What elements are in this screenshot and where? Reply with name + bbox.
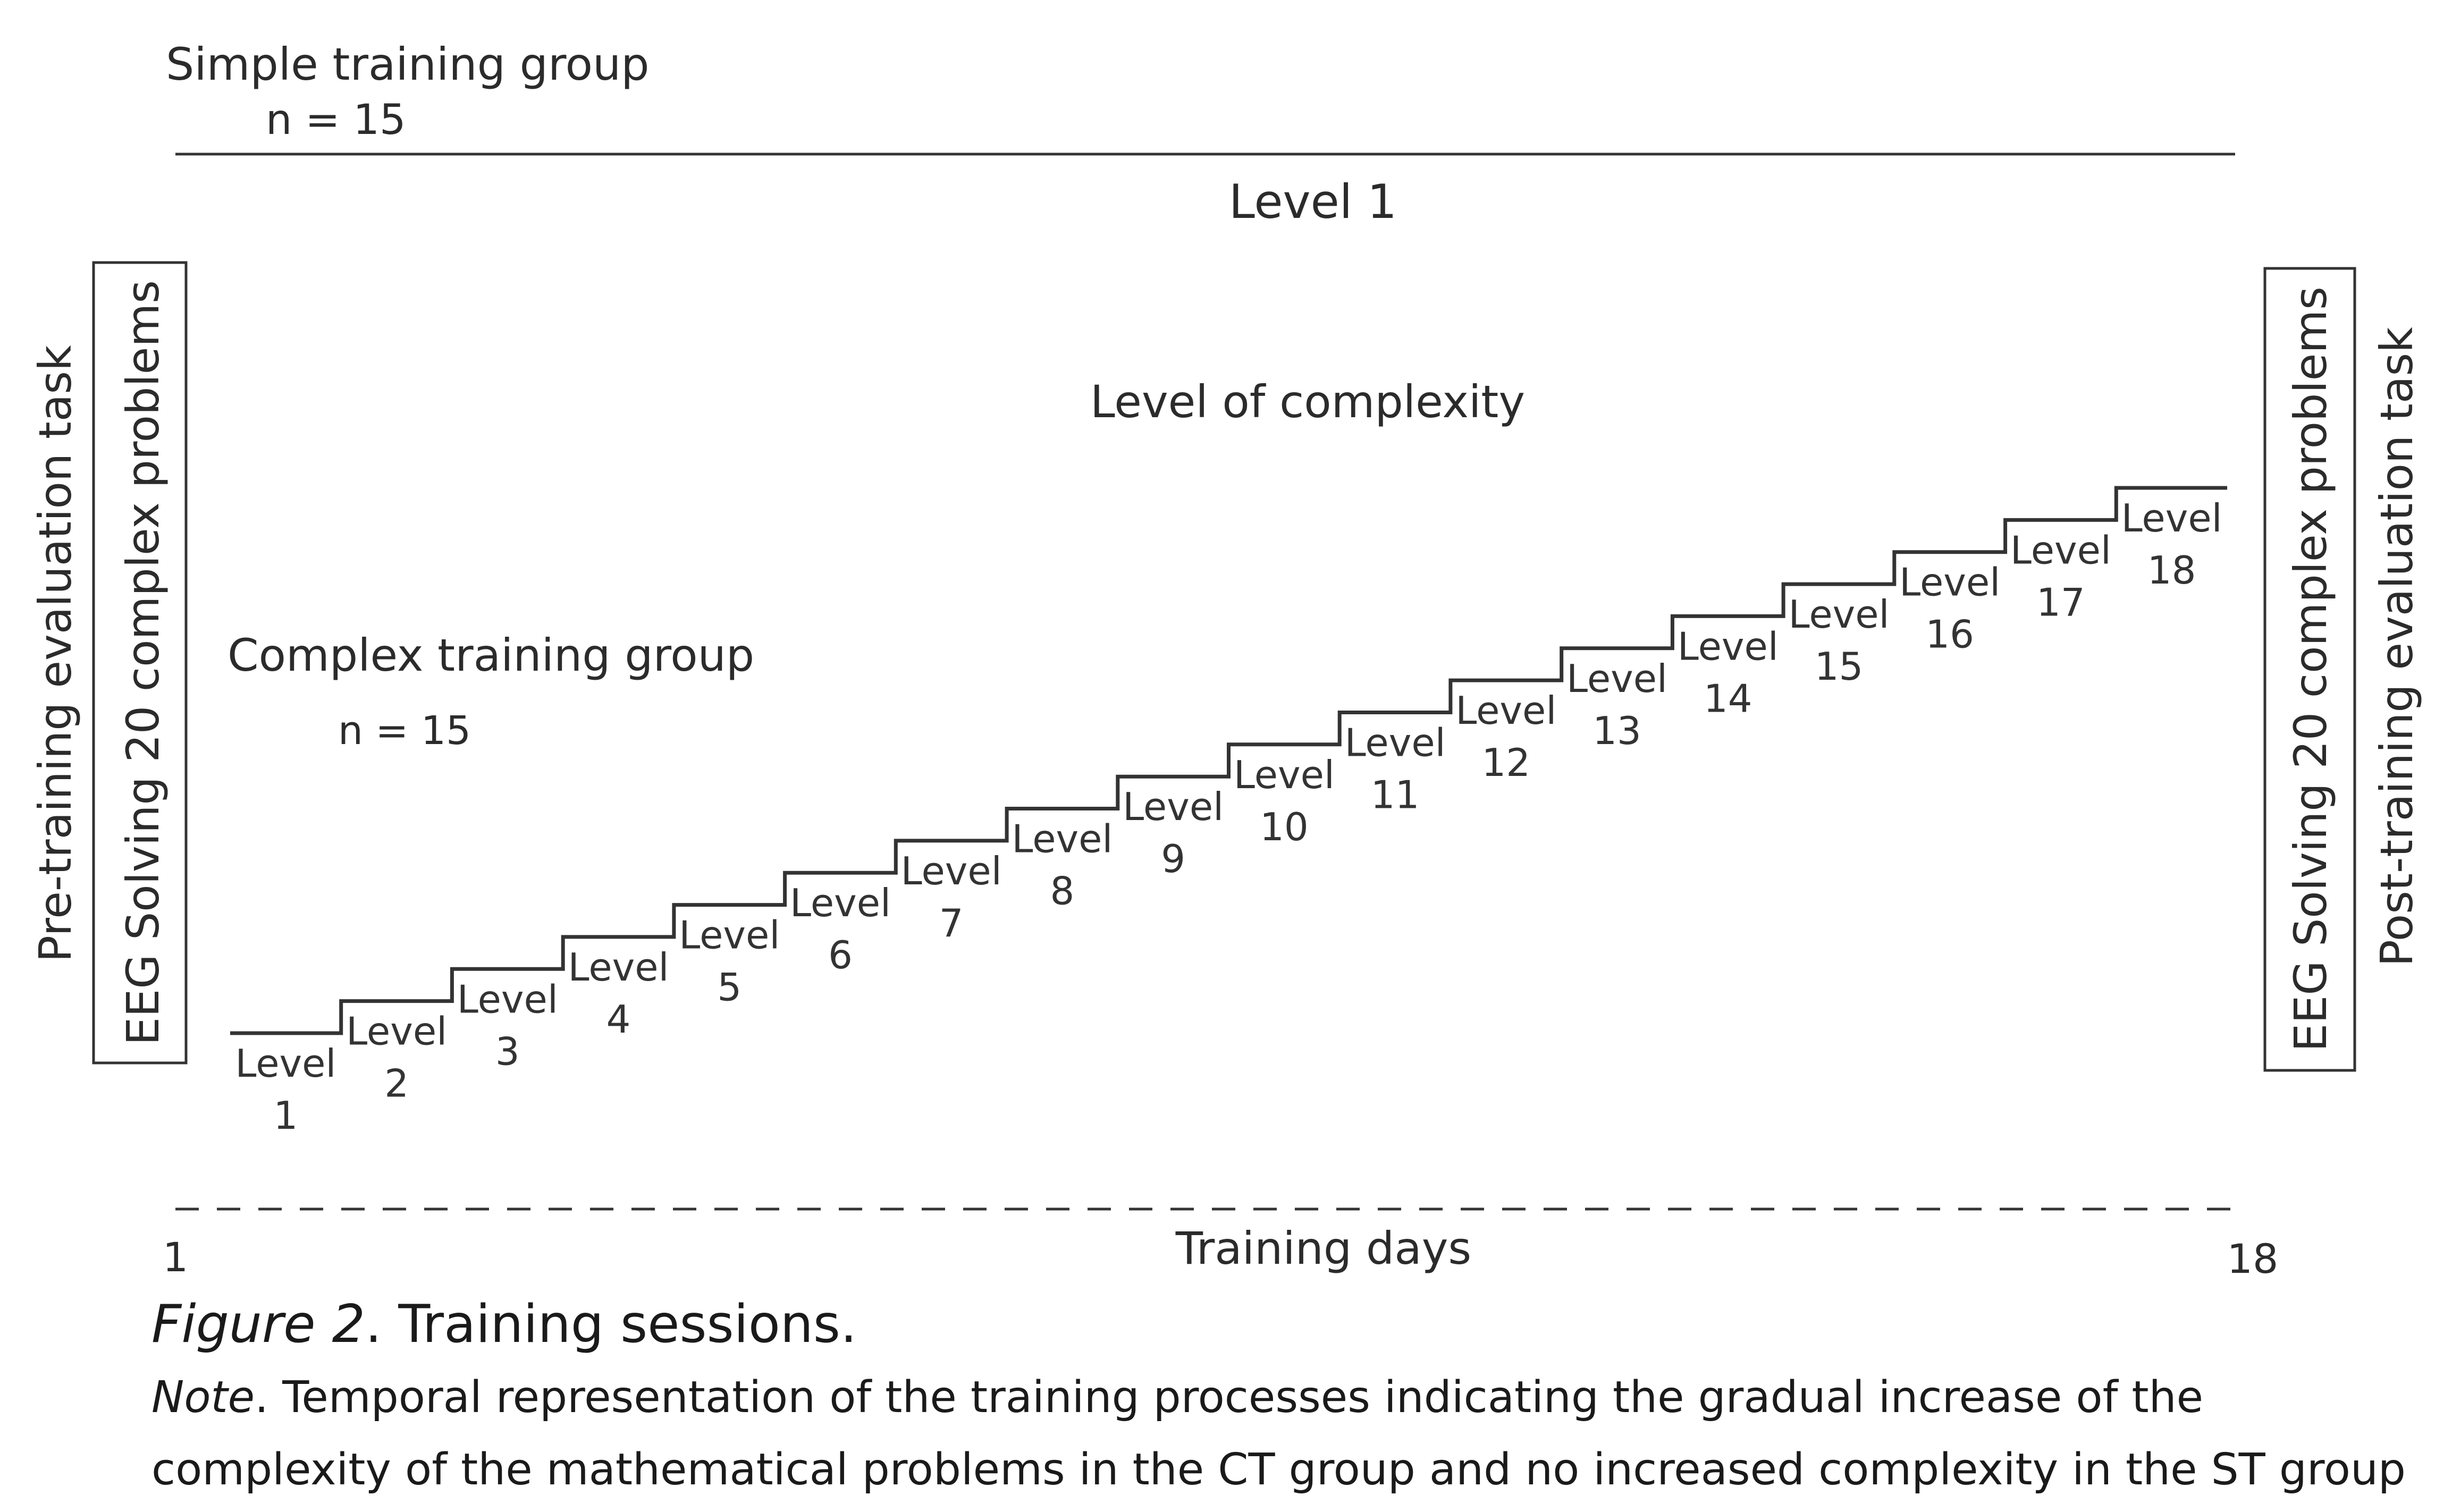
- level-number: 9: [1161, 837, 1185, 881]
- level-number: 7: [939, 901, 964, 945]
- level-label: Level 18: [2121, 496, 2222, 593]
- level-number: 11: [1371, 773, 1420, 817]
- pre-task-box: [92, 261, 188, 1065]
- timeline-end: 18: [2227, 1235, 2279, 1282]
- note-text-1: . Temporal representation of the trainin…: [255, 1372, 2204, 1423]
- level-label: Level 2: [346, 1009, 447, 1106]
- level-label: Level 12: [1455, 688, 1556, 785]
- level-label: Level 9: [1123, 784, 1224, 881]
- level-number: 13: [1592, 708, 1641, 753]
- figure-title: . Training sessions.: [365, 1294, 857, 1355]
- note-line-2: complexity of the mathematical problems …: [151, 1445, 2406, 1495]
- figure-label: Figure 2: [151, 1294, 366, 1355]
- simple-group-level: Level 1: [1229, 174, 1397, 229]
- level-word: Level: [346, 1009, 447, 1054]
- level-word: Level: [679, 913, 780, 958]
- level-word: Level: [235, 1041, 336, 1086]
- level-number: 14: [1704, 676, 1752, 721]
- level-word: Level: [2121, 496, 2222, 540]
- level-word: Level: [1012, 817, 1113, 861]
- level-number: 18: [2147, 548, 2196, 593]
- level-word: Level: [1123, 784, 1224, 829]
- level-word: Level: [1788, 592, 1889, 637]
- level-label: Level 15: [1788, 592, 1889, 689]
- level-number: 1: [273, 1093, 298, 1138]
- level-label: Level 1: [235, 1041, 336, 1138]
- level-number: 2: [384, 1061, 409, 1106]
- level-word: Level: [1566, 656, 1667, 701]
- complex-group-n: n = 15: [338, 708, 471, 754]
- level-label: Level 17: [2010, 528, 2111, 624]
- level-number: 3: [495, 1029, 520, 1074]
- level-label: Level 8: [1012, 817, 1113, 914]
- level-number: 6: [828, 933, 853, 977]
- timeline-label: Training days: [1175, 1222, 1471, 1274]
- post-task-label: Post-training evaluation task: [2371, 327, 2423, 967]
- complexity-staircase: [230, 486, 2227, 1035]
- level-number: 16: [1925, 612, 1974, 657]
- level-label: Level 3: [457, 977, 558, 1074]
- level-label: Level 16: [1899, 560, 2000, 657]
- level-number: 8: [1050, 869, 1074, 914]
- level-word: Level: [1234, 753, 1335, 797]
- level-word: Level: [1345, 721, 1446, 765]
- figure-note: Note. Temporal representation of the tra…: [151, 1362, 2411, 1506]
- level-number: 12: [1481, 740, 1530, 785]
- level-word: Level: [790, 881, 891, 925]
- level-label: Level 5: [679, 913, 780, 1010]
- timeline-start: 1: [163, 1234, 188, 1281]
- level-number: 5: [717, 965, 742, 1010]
- post-task-box-label: EEG Solving 20 complex problems: [2285, 286, 2337, 1052]
- level-number: 10: [1260, 805, 1309, 849]
- complex-group-title: Complex training group: [227, 629, 754, 681]
- complexity-label: Level of complexity: [1090, 376, 1525, 428]
- figure-caption: Figure 2. Training sessions.: [151, 1293, 857, 1356]
- level-word: Level: [1678, 624, 1779, 669]
- level-word: Level: [2010, 528, 2111, 572]
- simple-group-n: n = 15: [266, 96, 406, 144]
- level-word: Level: [1455, 688, 1556, 733]
- level-label: Level 6: [790, 881, 891, 977]
- level-label: Level 13: [1566, 656, 1667, 753]
- level-word: Level: [457, 977, 558, 1021]
- simple-group-title: Simple training group: [166, 38, 650, 90]
- note-label: Note: [151, 1372, 255, 1423]
- level-label: Level 7: [901, 849, 1002, 945]
- pre-task-label: Pre-training evaluation task: [29, 345, 81, 962]
- post-task-box: [2263, 267, 2356, 1072]
- level-label: Level 10: [1234, 753, 1335, 849]
- note-line-1: Note. Temporal representation of the tra…: [151, 1362, 2411, 1434]
- level-label: Level 11: [1345, 721, 1446, 817]
- level-label: Level 14: [1678, 624, 1779, 721]
- level-number: 15: [1815, 644, 1864, 689]
- pre-task-box-label: EEG Solving 20 complex problems: [117, 280, 169, 1045]
- level-word: Level: [1899, 560, 2000, 605]
- level-label: Level 4: [568, 945, 669, 1042]
- level-number: 17: [2036, 580, 2085, 624]
- level-word: Level: [568, 945, 669, 990]
- level-number: 4: [606, 997, 631, 1042]
- level-word: Level: [901, 849, 1002, 893]
